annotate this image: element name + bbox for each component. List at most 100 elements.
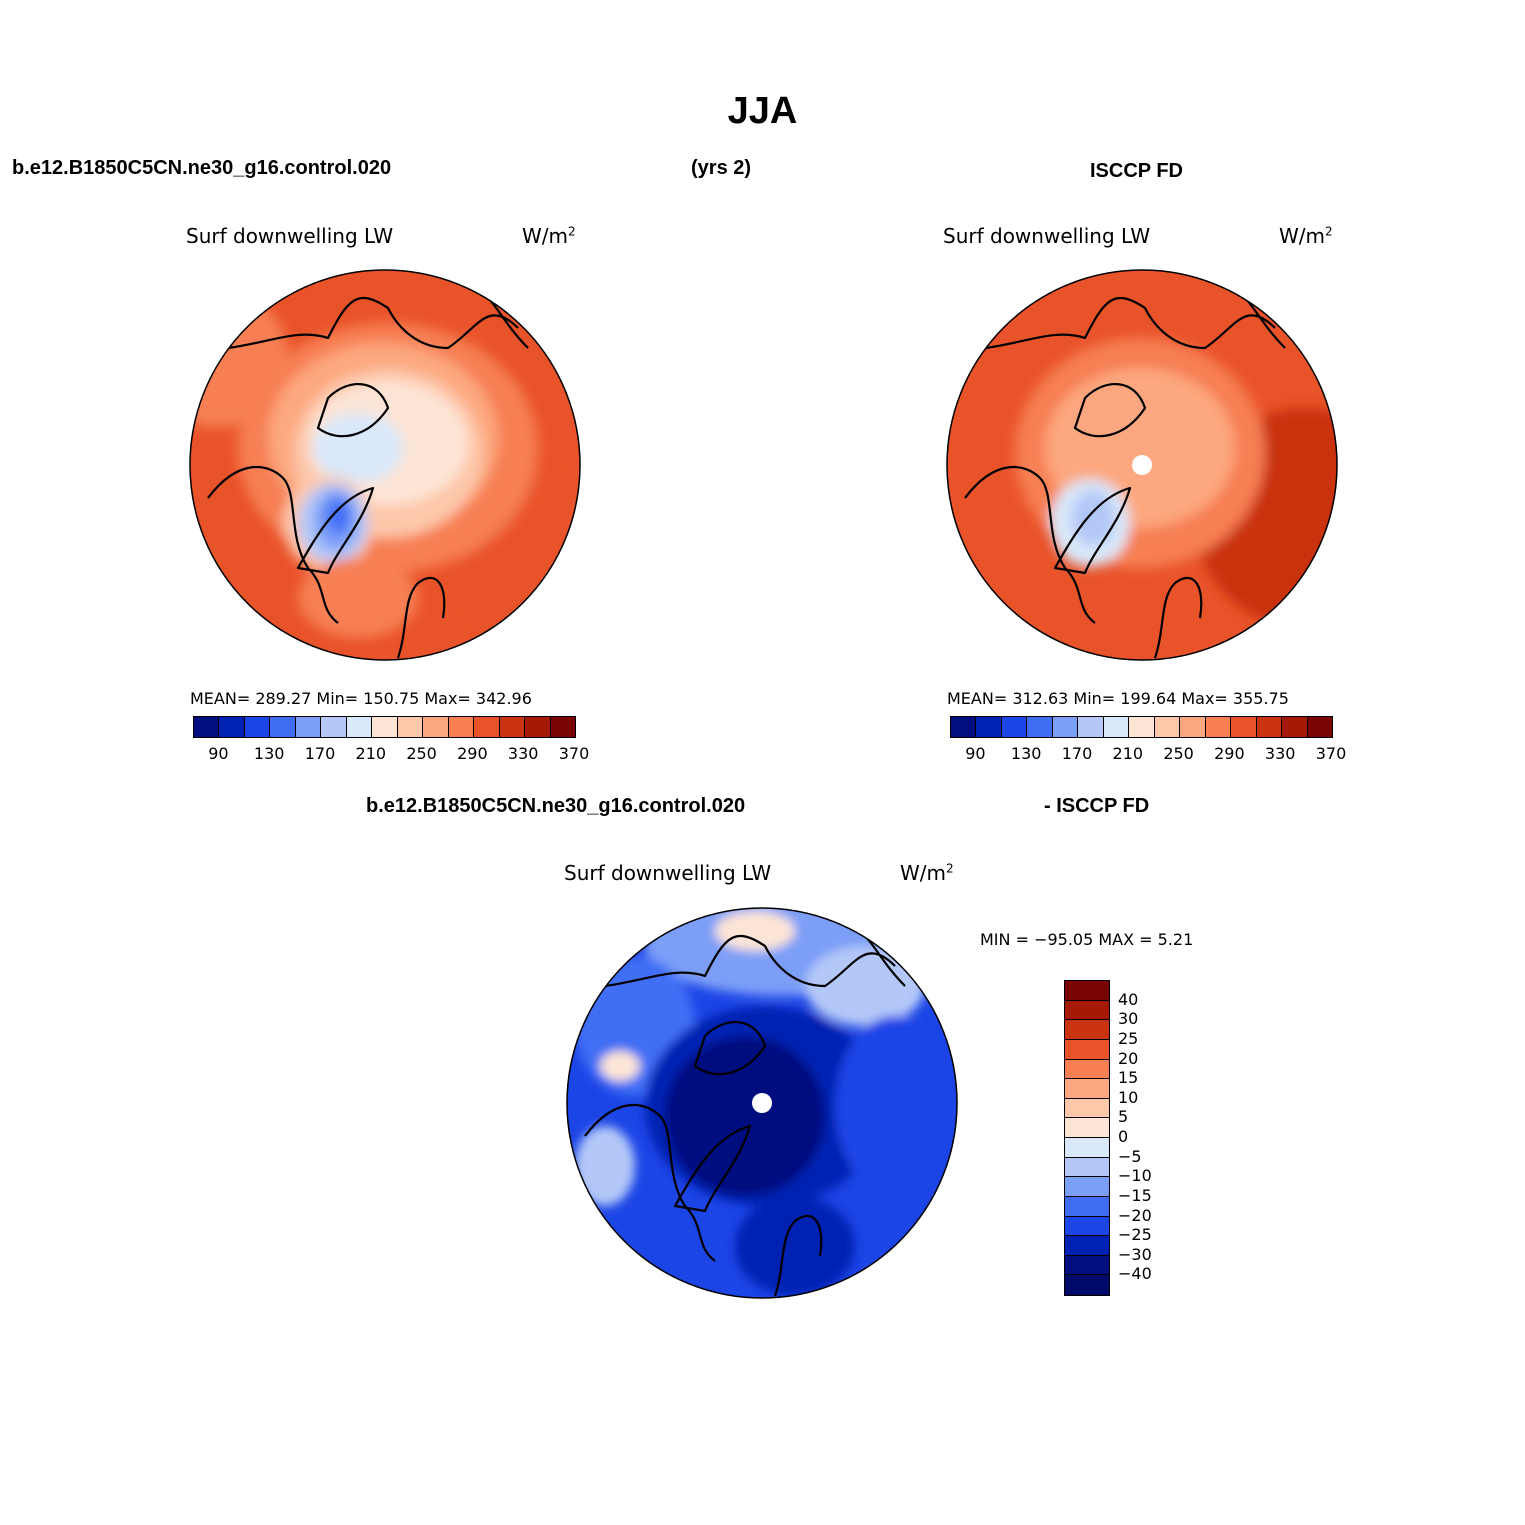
obs-colorbar-cell <box>1256 717 1283 737</box>
model-colorbar-tick: 290 <box>457 744 488 763</box>
model-colorbar-cell <box>321 717 347 737</box>
model-stats: MEAN= 289.27 Min= 150.75 Max= 342.96 <box>190 689 532 708</box>
diff-colorbar-tick: −5 <box>1118 1146 1142 1166</box>
diff-field-region <box>575 1126 635 1206</box>
model-field-region <box>326 498 350 534</box>
obs-colorbar-cell <box>1154 717 1181 737</box>
obs-colorbar-cell <box>1001 717 1028 737</box>
obs-units: W/m2 <box>1279 224 1333 248</box>
diff-units: W/m2 <box>900 861 954 885</box>
model-colorbar-cell <box>270 717 296 737</box>
obs-colorbar-tick: 370 <box>1315 744 1347 763</box>
obs-colorbar-cell <box>976 717 1002 737</box>
diff-colorbar-cell <box>1065 1275 1109 1295</box>
diff-colorbar-cell <box>1065 1098 1109 1119</box>
model-field-region <box>313 413 403 483</box>
diff-colorbar-tick: −30 <box>1118 1244 1152 1264</box>
diff-colorbar-cell <box>1065 1000 1109 1021</box>
obs-field-region <box>1071 490 1115 546</box>
diff-field-region <box>715 911 795 951</box>
diff-colorbar-tick: 25 <box>1118 1028 1139 1048</box>
diff-polar-map <box>566 907 958 1299</box>
model-colorbar-cell <box>474 717 500 737</box>
diff-colorbar-tick: 0 <box>1118 1127 1129 1146</box>
diff-field-region <box>835 1016 955 1196</box>
model-colorbar-cell <box>244 717 271 737</box>
model-colorbar-cell <box>372 717 398 737</box>
model-colorbar-tick: 170 <box>304 744 336 763</box>
diff-colorbar-tick: −10 <box>1118 1166 1152 1186</box>
model-colorbar-cell <box>448 717 475 737</box>
obs-colorbar-tick: 290 <box>1214 744 1245 763</box>
model-colorbar-ticks: 90 130 170 210 250 290 330 370 <box>193 744 589 764</box>
model-colorbar-cell <box>499 717 526 737</box>
diff-colorbar <box>1064 980 1110 1296</box>
obs-colorbar-tick: 90 <box>965 744 986 763</box>
diff-colorbar-cell <box>1065 1138 1109 1158</box>
diff-case-name: b.e12.B1850C5CN.ne30_g16.control.020 <box>366 795 746 817</box>
model-colorbar-cell <box>219 717 245 737</box>
diff-colorbar-ticks: 40 30 25 20 15 10 5 0 −5 −10 −15 −20 −25 −30 −40 <box>1118 980 1178 1294</box>
obs-colorbar-cell <box>951 717 977 737</box>
model-colorbar-cell <box>397 717 424 737</box>
diff-pole-gap <box>752 1093 772 1113</box>
diff-colorbar-tick: 40 <box>1118 989 1139 1009</box>
obs-colorbar-cell <box>1282 717 1308 737</box>
diff-colorbar-tick: 15 <box>1118 1068 1139 1088</box>
diff-colorbar-cell <box>1065 1196 1109 1217</box>
model-colorbar-tick: 90 <box>208 744 229 763</box>
diff-colorbar-tick: −40 <box>1118 1264 1152 1284</box>
case-name: b.e12.B1850C5CN.ne30_g16.control.020 <box>12 157 392 179</box>
model-colorbar <box>193 716 576 738</box>
diff-panel-label: Surf downwelling LW <box>564 861 772 885</box>
page-title: JJA <box>727 90 798 132</box>
diff-field-region <box>600 1051 640 1081</box>
model-colorbar-tick: 370 <box>558 744 590 763</box>
diff-stats: MIN = −95.05 MAX = 5.21 <box>980 930 1194 949</box>
model-colorbar-tick: 250 <box>406 744 437 763</box>
obs-colorbar-cell <box>1103 717 1130 737</box>
diff-colorbar-cell <box>1065 981 1109 1001</box>
obs-colorbar-ticks: 90 130 170 210 250 290 330 370 <box>950 744 1346 764</box>
diff-colorbar-tick: 10 <box>1118 1087 1139 1107</box>
model-colorbar-tick: 130 <box>253 744 285 763</box>
obs-colorbar-cell <box>1180 717 1206 737</box>
diff-colorbar-cell <box>1065 1216 1109 1237</box>
diff-colorbar-cell <box>1065 1255 1109 1276</box>
diff-colorbar-cell <box>1065 1177 1109 1197</box>
model-colorbar-cell <box>295 717 322 737</box>
diff-field-region <box>735 1196 855 1296</box>
model-units: W/m2 <box>522 224 576 248</box>
years-label: (yrs 2) <box>691 157 752 179</box>
obs-stats: MEAN= 312.63 Min= 199.64 Max= 355.75 <box>947 689 1289 708</box>
model-coastlines <box>207 297 529 659</box>
obs-colorbar <box>950 716 1333 738</box>
obs-polar-map <box>946 269 1338 661</box>
model-colorbar-cell <box>194 717 220 737</box>
obs-colorbar-cell <box>1078 717 1104 737</box>
obs-coastlines <box>964 297 1286 659</box>
obs-colorbar-tick: 130 <box>1010 744 1042 763</box>
model-colorbar-cell <box>525 717 551 737</box>
diff-colorbar-tick: −25 <box>1118 1225 1152 1245</box>
obs-colorbar-cell <box>1307 717 1333 737</box>
diff-colorbar-cell <box>1065 1059 1109 1080</box>
diff-colorbar-cell <box>1065 1118 1109 1138</box>
diff-obs-name: - ISCCP FD <box>1044 795 1150 817</box>
obs-colorbar-cell <box>1129 717 1155 737</box>
obs-colorbar-tick: 210 <box>1112 744 1144 763</box>
obs-name: ISCCP FD <box>1090 160 1183 182</box>
diff-colorbar-tick: 20 <box>1118 1048 1139 1068</box>
diff-field-region <box>665 1036 825 1196</box>
obs-colorbar-cell <box>1027 717 1053 737</box>
model-colorbar-tick: 330 <box>507 744 539 763</box>
model-colorbar-cell <box>550 717 576 737</box>
model-field-region <box>298 558 418 638</box>
obs-colorbar-tick: 330 <box>1264 744 1296 763</box>
obs-colorbar-cell <box>1052 717 1079 737</box>
diff-colorbar-tick: 30 <box>1118 1009 1139 1029</box>
diff-colorbar-cell <box>1065 1020 1109 1040</box>
model-colorbar-cell <box>346 717 373 737</box>
obs-colorbar-tick: 250 <box>1163 744 1194 763</box>
model-map-border <box>189 269 581 661</box>
